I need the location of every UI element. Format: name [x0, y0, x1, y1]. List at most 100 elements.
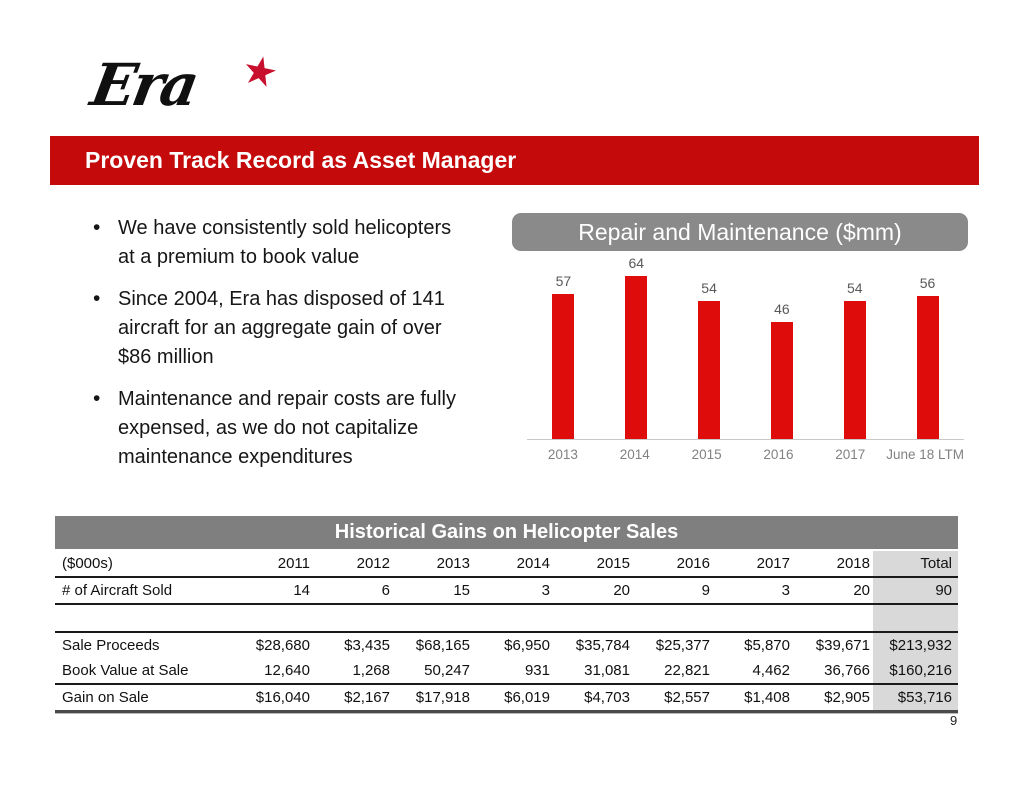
bar [916, 296, 939, 439]
table-cell: 22,821 [633, 658, 713, 685]
table-cell: 90 [873, 577, 958, 605]
bar [770, 322, 793, 439]
bar [698, 301, 721, 439]
bar-value-label: 57 [555, 273, 572, 289]
bar-value-label: 54 [846, 280, 863, 296]
column-header: 2012 [313, 551, 393, 578]
table-cell: 1,268 [313, 658, 393, 685]
table-cell: $68,165 [415, 637, 470, 654]
table-row: # of Aircraft Sold 14 6 15 3 20 9 3 20 90 [55, 577, 958, 605]
table-cell: 50,247 [393, 658, 473, 685]
table-cell: $16,040 [233, 684, 313, 713]
page-title: Proven Track Record as Asset Manager [85, 147, 517, 173]
table-cell: 15 [393, 577, 473, 605]
table-cell: $25,377 [655, 637, 710, 654]
table-cell: 31,081 [553, 658, 633, 685]
bullet-list: We have consistently sold helicopters at… [90, 213, 464, 485]
bar-value-label: 54 [701, 280, 717, 296]
table-cell: $5,870 [744, 637, 790, 654]
bar-value-label: 46 [774, 301, 790, 317]
spacer-cell [633, 604, 713, 633]
x-axis-label: 2016 [763, 447, 794, 462]
column-header: 2017 [713, 551, 793, 578]
row-label: # of Aircraft Sold [55, 577, 233, 605]
table-cell: $6,019 [473, 684, 553, 713]
historical-gains-table-section: Historical Gains on Helicopter Sales ($0… [55, 516, 958, 713]
era-logo-text: Era [86, 51, 202, 119]
table-cell: 3 [713, 577, 793, 605]
x-axis-label: 2013 [547, 447, 578, 462]
table-cell: $53,716 [873, 684, 958, 713]
bullet-item: Since 2004, Era has disposed of 141 airc… [90, 284, 464, 372]
historical-gains-table: ($000s) 2011 2012 2013 2014 2015 2016 2017 2018 T… [55, 551, 958, 713]
column-header: 2013 [393, 551, 473, 578]
bullet-item: We have consistently sold helicopters at… [90, 213, 464, 272]
table-row: Sale Proceeds $28,680 $3,435 $68,165 $6,950 $… [55, 632, 958, 658]
row-label: Gain on Sale [55, 684, 233, 713]
table-cell: $160,216 [873, 658, 958, 685]
table-cell: $6,950 [504, 637, 550, 654]
table-header-row: ($000s) 2011 2012 2013 2014 2015 2016 2017 2018 T… [55, 551, 958, 578]
bar [843, 301, 866, 439]
x-axis-label: 2017 [835, 447, 866, 462]
column-header: 2016 [633, 551, 713, 578]
table-cell: $39,671 [815, 637, 870, 654]
table-title: Historical Gains on Helicopter Sales [55, 516, 958, 549]
table-cell: 12,640 [233, 658, 313, 685]
x-axis-label: 2014 [619, 447, 650, 462]
spacer-cell [393, 604, 473, 633]
bar-column: 57 [527, 273, 600, 439]
spacer-cell [553, 604, 633, 633]
table-cell: 6 [313, 577, 393, 605]
table-cell: $28,680 [255, 637, 310, 654]
bar [625, 276, 648, 439]
table-cell: $4,703 [553, 684, 633, 713]
table-cell: $35,784 [575, 637, 630, 654]
table-cell: $2,557 [633, 684, 713, 713]
star-icon: ★ [237, 46, 283, 98]
table-cell: 9 [633, 577, 713, 605]
column-header: 2015 [553, 551, 633, 578]
era-logo: Era ★ [86, 47, 302, 132]
bar-value-label: 56 [919, 275, 936, 291]
table-row: Gain on Sale $16,040 $2,167 $17,918 $6,019 $4… [55, 684, 958, 713]
chart-plot-area: 57 64 54 46 54 56 [527, 251, 964, 440]
spacer-cell [473, 604, 553, 633]
table-cell: 20 [553, 577, 633, 605]
bar-column: 56 [891, 275, 964, 439]
x-axis-label: June 18 LTM [886, 447, 965, 462]
table-header-row: ($000s) 2011 2012 2013 2014 2015 2016 2017 2018 T… [55, 551, 958, 578]
page-number: 9 [950, 713, 958, 728]
table-cell: $1,408 [713, 684, 793, 713]
bar-column: 64 [600, 255, 673, 439]
column-header: ($000s) [55, 551, 233, 578]
column-header: 2014 [473, 551, 553, 578]
table-cell: 4,462 [713, 658, 793, 685]
table-row: Book Value at Sale 12,640 1,268 50,247 931 31… [55, 658, 958, 685]
table-cell: 3 [473, 577, 553, 605]
spacer-cell [55, 604, 233, 633]
spacer-cell [873, 604, 958, 633]
bullet-item: Maintenance and repair costs are fully e… [90, 384, 464, 472]
column-header: 2018 [793, 551, 873, 578]
chart-title: Repair and Maintenance ($mm) [512, 213, 968, 251]
row-label: Book Value at Sale [55, 658, 233, 685]
table-cell: 36,766 [793, 658, 873, 685]
row-label: Sale Proceeds [62, 637, 160, 654]
spacer-cell [713, 604, 793, 633]
spacer-cell [793, 604, 873, 633]
table-cell: $3,435 [344, 637, 390, 654]
bar-column: 54 [673, 280, 746, 439]
table-cell: $17,918 [393, 684, 473, 713]
spacer-cell [233, 604, 313, 633]
table-body: # of Aircraft Sold 14 6 15 3 20 9 3 20 90 Sale Pro… [55, 577, 958, 713]
table-cell: $2,167 [313, 684, 393, 713]
spacer-cell [313, 604, 393, 633]
table-cell: 20 [793, 577, 873, 605]
chart-x-axis: 2013 2014 2015 2016 2017 June 18 LTM [527, 440, 964, 462]
table-cell: $213,932 [873, 632, 958, 658]
repair-maintenance-chart: Repair and Maintenance ($mm) 57 64 54 46 54 5… [512, 213, 968, 462]
column-header: Total [873, 551, 958, 578]
x-axis-label: 2015 [691, 447, 722, 462]
